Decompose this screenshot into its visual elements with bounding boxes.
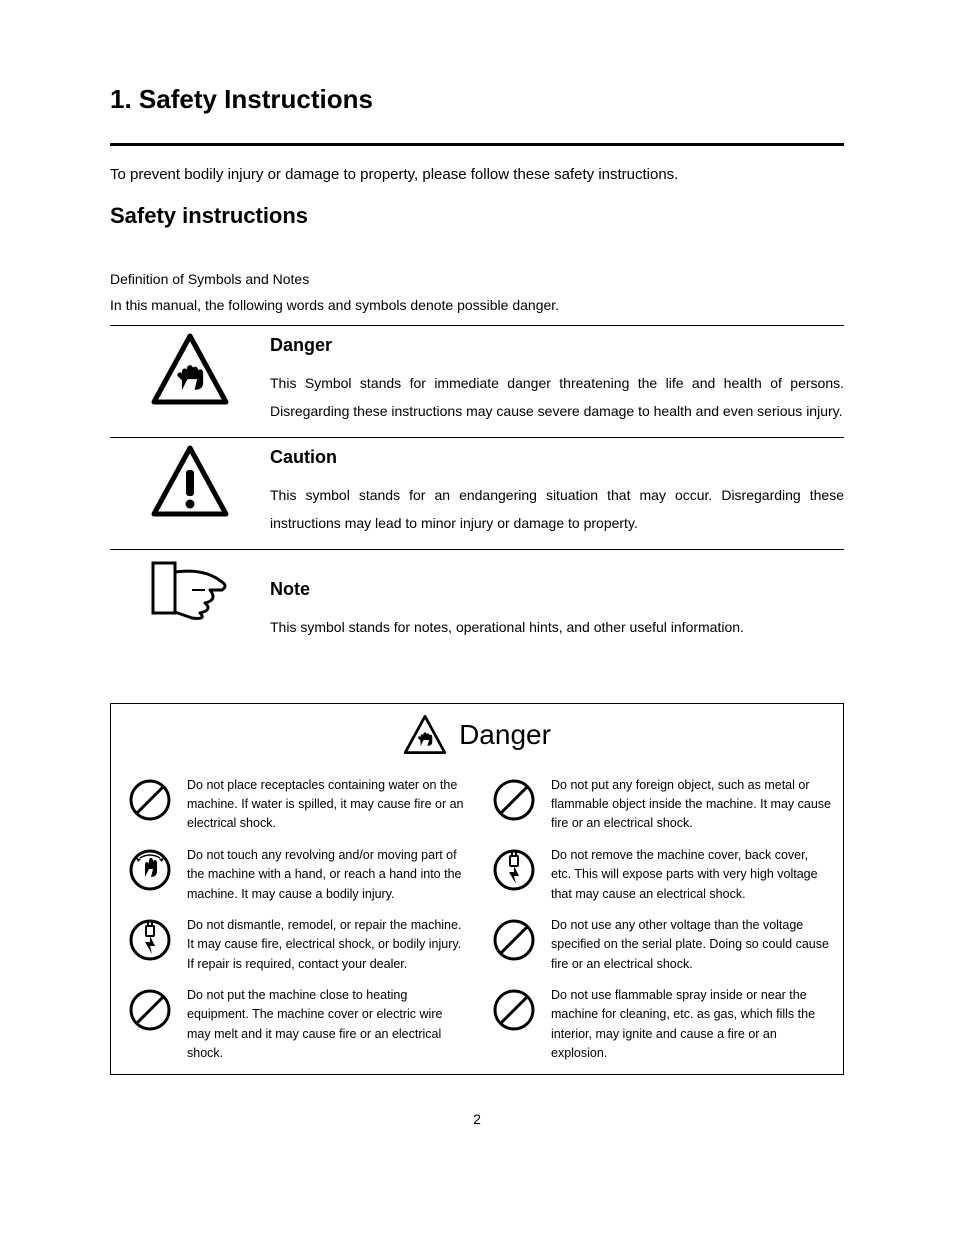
danger-warnings-box: Danger Do not place receptacles containi… [110,703,844,1075]
symbol-row-danger: Danger This Symbol stands for immediate … [110,326,844,437]
danger-header-icon [403,714,447,756]
defs-heading: Definition of Symbols and Notes [110,266,844,293]
note-body: This symbol stands for notes, operationa… [270,613,844,641]
symbol-row-caution: Caution This symbol stands for an endang… [110,438,844,549]
defs-line: In this manual, the following words and … [110,292,844,319]
intro-text: To prevent bodily injury or damage to pr… [110,164,844,187]
title-rule [110,143,844,146]
prohibit-icon [123,986,177,1032]
danger-header-title: Danger [459,714,551,756]
danger-box-header: Danger [111,704,843,770]
definitions-block: Definition of Symbols and Notes In this … [110,266,844,319]
hand-rotor-icon [123,846,177,892]
danger-item: Do not dismantle, remodel, or repair the… [119,910,471,980]
warning-text: Do not put any foreign object, such as m… [551,776,831,834]
note-pointing-hand-icon [110,560,270,624]
danger-triangle-hand-icon [110,332,270,408]
prohibit-icon [487,916,541,962]
danger-item: Do not touch any revolving and/or moving… [119,840,471,910]
page-number: 2 [110,1109,844,1130]
page-title: 1. Safety Instructions [110,80,844,119]
danger-item: Do not remove the machine cover, back co… [483,840,835,910]
caution-triangle-exclamation-icon [110,444,270,520]
shock-icon [487,846,541,892]
warning-text: Do not remove the machine cover, back co… [551,846,831,904]
note-heading: Note [270,576,844,603]
prohibit-icon [123,776,177,822]
section-subtitle: Safety instructions [110,199,844,232]
danger-body: This Symbol stands for immediate danger … [270,369,844,425]
symbol-row-note: Note This symbol stands for notes, opera… [110,550,844,653]
warning-text: Do not place receptacles containing wate… [187,776,467,834]
warning-text: Do not dismantle, remodel, or repair the… [187,916,467,974]
warning-text: Do not put the machine close to heating … [187,986,467,1064]
warning-text: Do not use flammable spray inside or nea… [551,986,831,1064]
caution-heading: Caution [270,444,844,471]
danger-heading: Danger [270,332,844,359]
warning-text: Do not touch any revolving and/or moving… [187,846,467,904]
prohibit-icon [487,776,541,822]
shock-icon [123,916,177,962]
caution-body: This symbol stands for an endangering si… [270,481,844,537]
warning-text: Do not use any other voltage than the vo… [551,916,831,974]
danger-item: Do not use flammable spray inside or nea… [483,980,835,1070]
danger-item: Do not place receptacles containing wate… [119,770,471,840]
danger-item: Do not put the machine close to heating … [119,980,471,1070]
danger-item: Do not put any foreign object, such as m… [483,770,835,840]
prohibit-icon [487,986,541,1032]
danger-item: Do not use any other voltage than the vo… [483,910,835,980]
